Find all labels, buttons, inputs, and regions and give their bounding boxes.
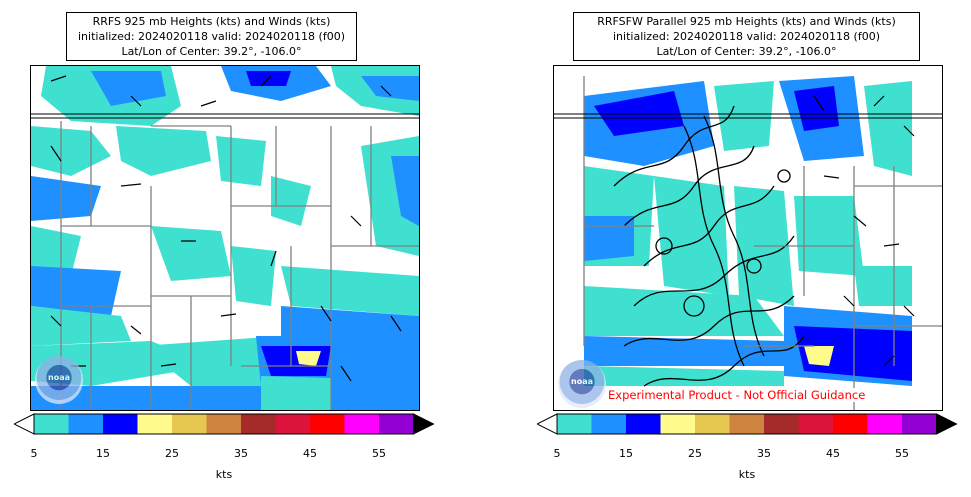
right-colorbar-unit: kts xyxy=(738,468,756,481)
left-colorbar-over-arrow xyxy=(413,413,435,435)
right-colorbar-segment xyxy=(557,414,592,434)
left-colorbar-segment xyxy=(68,414,104,434)
left-wind-barbs xyxy=(50,75,402,382)
right-colorbar-tick-label: 55 xyxy=(895,447,909,460)
left-map-canvas xyxy=(31,66,419,410)
left-colorbar-under-arrow xyxy=(14,413,35,435)
right-map-canvas xyxy=(554,76,942,410)
right-colorbar-segment xyxy=(695,414,730,434)
left-colorbar-segment xyxy=(34,414,69,434)
right-wind-barbs xyxy=(813,95,915,367)
right-noaa-logo-text: noaa xyxy=(571,377,593,386)
right-title-line1: RRFSFW Parallel 925 mb Heights (kts) and… xyxy=(597,15,896,28)
right-colorbar-segment xyxy=(729,414,765,434)
left-colorbar xyxy=(14,413,435,435)
left-colorbar-tick-label: 45 xyxy=(303,447,317,460)
left-colorbar-segment xyxy=(379,414,414,434)
right-colorbar-segment xyxy=(591,414,627,434)
left-colorbar-segment xyxy=(172,414,207,434)
right-noaa-logo: noaa xyxy=(558,360,606,408)
right-colorbar-segment xyxy=(626,414,661,434)
left-title-line2: initialized: 2024020118 valid: 202402011… xyxy=(78,30,345,43)
right-colorbar-tick-label: 15 xyxy=(619,447,633,460)
left-colorbar-tick-label: 55 xyxy=(372,447,386,460)
left-colorbar-segment xyxy=(206,414,242,434)
left-colorbar-segment xyxy=(275,414,311,434)
right-title-line3: Lat/Lon of Center: 39.2°, -106.0° xyxy=(656,45,837,58)
left-map: noaa xyxy=(30,65,420,411)
left-colorbar-segment xyxy=(344,414,380,434)
left-colorbar-tick-label: 25 xyxy=(165,447,179,460)
left-colorbar-tick-label: 35 xyxy=(234,447,248,460)
left-colorbar-unit: kts xyxy=(215,468,233,481)
left-state-borders xyxy=(31,113,419,119)
right-state-borders xyxy=(554,113,942,119)
right-colorbar-under-arrow xyxy=(537,413,558,435)
right-colorbar-over-arrow xyxy=(936,413,958,435)
right-colorbar-segment xyxy=(798,414,834,434)
left-map-title: RRFS 925 mb Heights (kts) and Winds (kts… xyxy=(66,12,357,61)
left-noaa-logo: noaa xyxy=(35,356,83,404)
left-colorbar-tick-label: 15 xyxy=(96,447,110,460)
right-title-line2: initialized: 2024020118 valid: 202402011… xyxy=(613,30,880,43)
right-state-county-borders xyxy=(583,76,942,410)
right-colorbar-segment xyxy=(764,414,799,434)
left-title-line1: RRFS 925 mb Heights (kts) and Winds (kts… xyxy=(92,15,331,28)
disclaimer-text: Experimental Product - Not Official Guid… xyxy=(605,388,869,402)
right-map: noaa Experimental Product - Not Official… xyxy=(553,65,943,411)
right-colorbar-segment xyxy=(867,414,903,434)
left-state-county-borders xyxy=(60,121,419,410)
left-colorbar-frame xyxy=(33,413,414,435)
right-height-contours xyxy=(613,105,805,387)
right-colorbar-frame xyxy=(556,413,937,435)
left-colorbar-tick-label: 5 xyxy=(30,447,38,460)
right-colorbar-segment xyxy=(902,414,937,434)
right-wind-fill xyxy=(584,76,912,386)
right-colorbar-segment xyxy=(833,414,868,434)
right-colorbar-tick-label: 25 xyxy=(688,447,702,460)
left-noaa-logo-text: noaa xyxy=(48,373,70,382)
right-colorbar-segment xyxy=(660,414,696,434)
right-map-title: RRFSFW Parallel 925 mb Heights (kts) and… xyxy=(573,12,920,61)
right-colorbar-tick-label: 5 xyxy=(553,447,561,460)
left-colorbar-segment xyxy=(241,414,276,434)
left-colorbar-segment xyxy=(310,414,345,434)
left-colorbar-segment xyxy=(137,414,173,434)
right-colorbar-tick-label: 45 xyxy=(826,447,840,460)
left-colorbar-segment xyxy=(103,414,138,434)
left-title-line3: Lat/Lon of Center: 39.2°, -106.0° xyxy=(121,45,302,58)
right-colorbar-tick-label: 35 xyxy=(757,447,771,460)
right-colorbar xyxy=(537,413,958,435)
